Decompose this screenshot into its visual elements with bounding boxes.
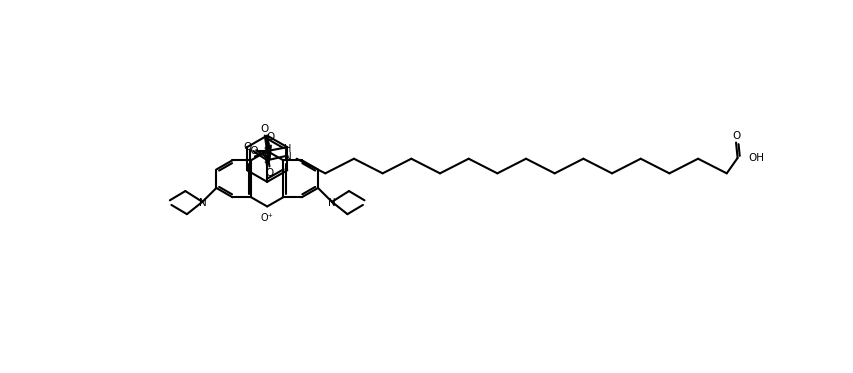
Text: S: S: [264, 146, 270, 156]
Text: S: S: [264, 155, 270, 165]
Text: N: N: [198, 198, 206, 208]
Text: O: O: [243, 142, 252, 152]
Text: O: O: [266, 132, 274, 142]
Text: N: N: [328, 198, 335, 208]
Text: H: H: [283, 144, 291, 154]
Text: N: N: [284, 152, 292, 162]
Text: O: O: [265, 167, 273, 178]
Text: O: O: [260, 125, 269, 134]
Text: O⁺: O⁺: [260, 213, 273, 223]
Text: ·O: ·O: [247, 146, 258, 156]
Text: O: O: [731, 131, 740, 141]
Text: OH: OH: [747, 153, 763, 163]
